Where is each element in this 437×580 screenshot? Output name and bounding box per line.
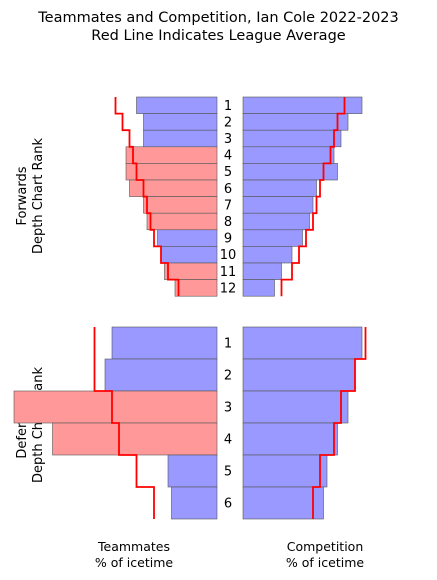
forwards-rank-label: 3 [224,132,232,147]
forwards-competition-bar [242,246,293,264]
forwards-competition-average-line [280,97,346,297]
forwards-rank-label: 4 [224,149,232,164]
forwards-rank-label: 8 [224,215,232,230]
defenders-competition-bar [242,422,338,456]
xlabel-teammates-line2: % of icetime [95,555,173,570]
forwards-teammates-bar [160,246,218,264]
forwards-competition-bar [242,146,335,164]
forwards-competition-bar [242,262,282,280]
forwards-teammates-bar [146,212,218,231]
defenders-teammates-average-line [93,327,155,519]
forwards-teammates-bar [143,113,218,131]
defenders-teammates-bar [111,326,218,360]
defenders-teammates-bar [13,390,218,424]
defenders-teammates-bar [52,422,218,456]
forwards-rank-label: 12 [220,281,237,296]
xlabel-teammates-line1: Teammates [97,539,170,554]
xlabel-competition-line2: % of icetime [286,555,364,570]
forwards-competition-bar [242,229,303,247]
forwards-rank-label: 5 [224,165,232,180]
forwards-rank-label: 9 [224,232,232,247]
forwards-teammates-bar [125,163,218,181]
defenders-rank-label: 4 [224,433,232,448]
defenders-competition-bar [242,454,328,488]
defenders-rank-label: 2 [224,369,232,384]
forwards-rank-label: 6 [224,182,232,197]
forwards-competition-bar [242,113,349,131]
forwards-rank-label: 2 [224,115,232,130]
defenders-rank-label: 5 [224,465,232,480]
forwards-competition-bar [242,129,342,148]
defenders-teammates-bar [104,358,218,392]
forwards-ylabel-line2: Depth Chart Rank [31,138,46,255]
defenders-ylabel-line2: Depth Chart Rank [31,367,46,484]
defenders-panel: 1 2 3 4 5 6 [13,326,367,520]
xlabel-competition-line1: Competition [287,539,364,554]
forwards-competition-bar [242,212,310,231]
defenders-competition-bar [242,358,356,392]
defenders-competition-bar [242,390,349,424]
forwards-competition-bar [242,279,275,297]
defenders-competition-bar [242,326,363,360]
forwards-teammates-bar [174,279,218,297]
forwards-teammates-bar [136,96,218,114]
forwards-teammates-bar [125,146,218,164]
forwards-teammates-bar [143,196,218,214]
chart-title-line2: Red Line Indicates League Average [91,28,345,44]
defenders-rank-label: 1 [224,337,232,352]
forwards-teammates-average-line [114,97,180,297]
defenders-teammates-bar [171,486,218,520]
defenders-competition-average-line [312,327,367,519]
chart-title-line1: Teammates and Competition, Ian Cole 2022… [37,10,399,26]
forwards-rank-label: 1 [224,99,232,114]
forwards-competition-bar [242,179,317,197]
defenders-teammates-bar [167,454,218,488]
defenders-rank-label: 6 [224,497,232,512]
forwards-teammates-bar [164,262,218,280]
forwards-rank-label: 7 [224,198,232,213]
forwards-ylabel-line1: Forwards [15,166,30,225]
forwards-teammates-bar [157,229,218,247]
defenders-competition-bar [242,486,324,520]
forwards-rank-label: 10 [220,248,237,263]
forwards-competition-bar [242,196,314,214]
forwards-teammates-bar [143,129,218,148]
forwards-rank-label: 11 [220,265,237,280]
defenders-rank-label: 3 [224,401,232,416]
